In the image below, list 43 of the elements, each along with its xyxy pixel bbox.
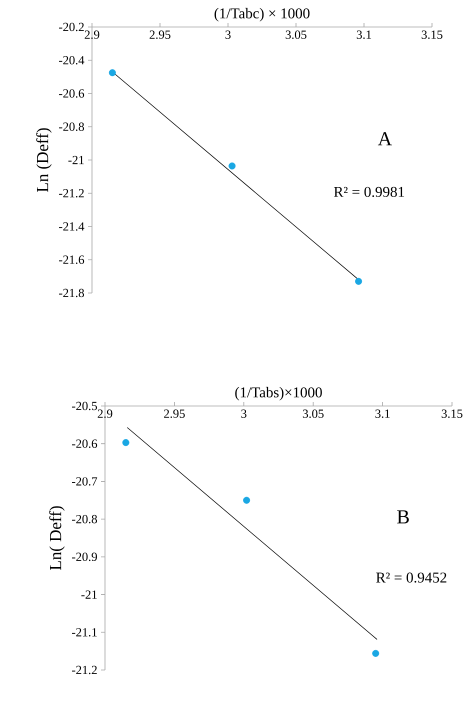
y-tick-label: -20.6 xyxy=(72,439,98,448)
point xyxy=(372,650,380,657)
annotation: R² = 0.9981 xyxy=(334,186,404,197)
y-tick-label: -20.5 xyxy=(72,402,97,410)
y-tick-label: -21.4 xyxy=(59,222,84,231)
y-tick-label: -21.2 xyxy=(59,189,84,198)
annotation: B xyxy=(397,510,409,524)
y-tick-label: -21 xyxy=(68,156,84,164)
x-tick-label: 2.95 xyxy=(150,30,170,39)
y-tick-label: -20.8 xyxy=(72,514,98,524)
x-tick-label: 3.05 xyxy=(286,30,306,39)
point xyxy=(243,496,250,504)
y-axis-title: Ln( Deff) xyxy=(49,506,65,570)
y-tick-label: -20.8 xyxy=(59,122,84,131)
y-tick-label: -20.6 xyxy=(59,89,84,98)
x-tick-label: 2.9 xyxy=(84,30,100,39)
point xyxy=(228,162,236,170)
annotation: A xyxy=(378,132,392,146)
y-tick-label: -20.4 xyxy=(59,56,84,64)
point xyxy=(108,69,116,76)
y-tick-label: -21.1 xyxy=(72,628,97,636)
x-tick-label: 3 xyxy=(241,410,246,418)
x-axis-title: (1/Tabs)×1000 xyxy=(235,386,322,400)
y-tick-label: -21 xyxy=(81,590,97,599)
point xyxy=(355,278,362,285)
y-axis-title: Ln (Deff) xyxy=(36,128,52,192)
y-tick-label: -20.2 xyxy=(59,22,84,32)
x-tick-label: 3.15 xyxy=(422,30,442,39)
x-tick-label: 3.1 xyxy=(356,30,372,39)
x-tick-label: 3 xyxy=(225,30,231,39)
x-tick-label: 2.9 xyxy=(98,410,112,418)
x-tick-label: 3.15 xyxy=(442,410,462,418)
x-tick-label: 3.1 xyxy=(375,410,390,418)
x-tick-label: 3.05 xyxy=(302,410,324,418)
y-tick-label: -21.8 xyxy=(59,288,84,298)
y-tick-label: -20.7 xyxy=(72,477,98,486)
y-tick-label: -21.6 xyxy=(59,256,84,264)
point xyxy=(122,439,130,446)
annotation: R² = 0.9452 xyxy=(376,572,446,583)
y-tick-label: -20.9 xyxy=(72,552,97,562)
y-tick-label: -21.2 xyxy=(72,666,97,674)
x-tick-label: 2.95 xyxy=(164,410,185,418)
x-axis-title: (1/Tabc) × 1000 xyxy=(214,8,310,22)
